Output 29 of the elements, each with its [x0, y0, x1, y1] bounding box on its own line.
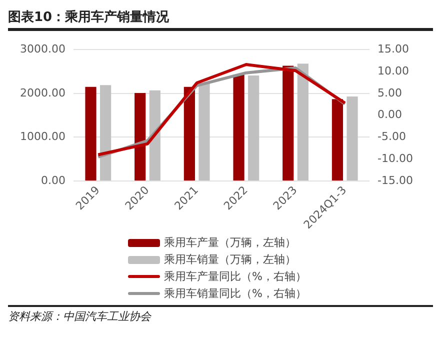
- bar: [198, 82, 210, 181]
- y2-tick-label: 15.00: [378, 42, 410, 56]
- bar: [346, 96, 358, 181]
- y2-tick-label: -5.00: [378, 130, 406, 144]
- bar: [149, 90, 160, 181]
- bar: [85, 86, 96, 181]
- y2-tick-label: 10.00: [378, 64, 410, 78]
- y-tick-label: 2000.00: [20, 86, 66, 100]
- bar: [184, 86, 195, 181]
- y2-tick-label: 0.00: [378, 108, 402, 122]
- bar: [248, 75, 260, 181]
- chart-title: 图表10：乘用车产销量情况: [8, 8, 433, 31]
- legend-label: 乘用车销量同比（%，右轴）: [164, 286, 306, 301]
- legend-label: 乘用车产量同比（%，右轴）: [164, 269, 306, 284]
- bar: [297, 64, 308, 181]
- legend-label: 乘用车销量（万辆，左轴）: [164, 252, 296, 267]
- y-tick-label: 1000.00: [20, 130, 66, 144]
- legend-label: 乘用车产量（万辆，左轴）: [164, 235, 296, 250]
- bar: [100, 85, 112, 181]
- y-tick-label: 0.00: [40, 174, 66, 187]
- y2-tick-label: -10.00: [378, 152, 414, 165]
- bar: [134, 92, 146, 181]
- y2-tick-label: 5.00: [378, 86, 402, 100]
- bar: [282, 66, 294, 181]
- bar: [332, 99, 344, 181]
- text: 资料来源：中国汽车工业协会: [8, 309, 152, 324]
- y-tick-label: 3000.00: [20, 42, 66, 56]
- y2-tick-label: -15.00: [378, 174, 414, 187]
- bar: [233, 74, 244, 181]
